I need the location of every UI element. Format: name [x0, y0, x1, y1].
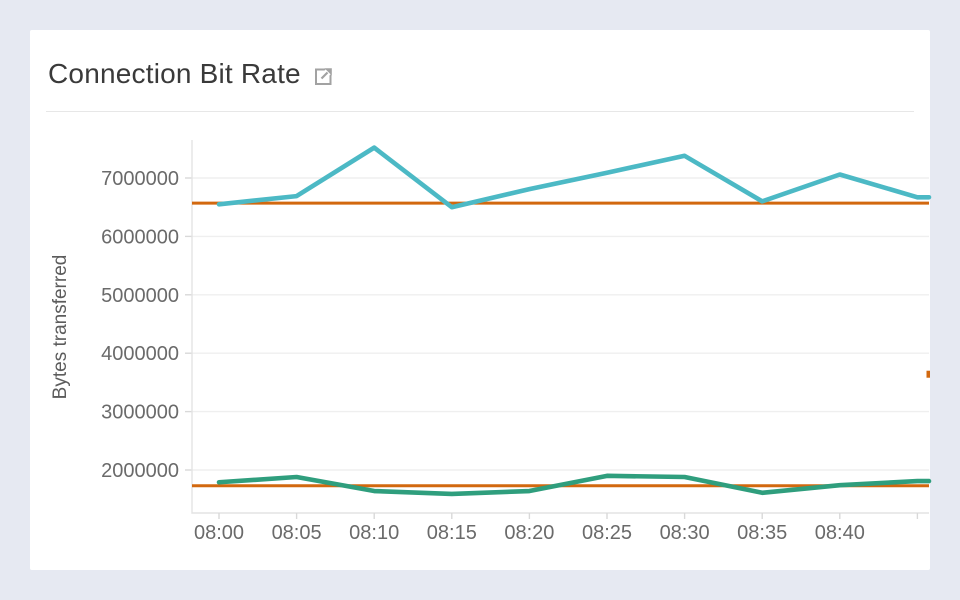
card-header: Connection Bit Rate — [48, 58, 335, 90]
chart-card: Connection Bit Rate — [30, 30, 930, 570]
page-title: Connection Bit Rate — [48, 58, 301, 89]
external-link-icon-svg — [314, 67, 332, 85]
header-divider — [46, 111, 914, 112]
external-link-icon[interactable] — [313, 65, 335, 87]
